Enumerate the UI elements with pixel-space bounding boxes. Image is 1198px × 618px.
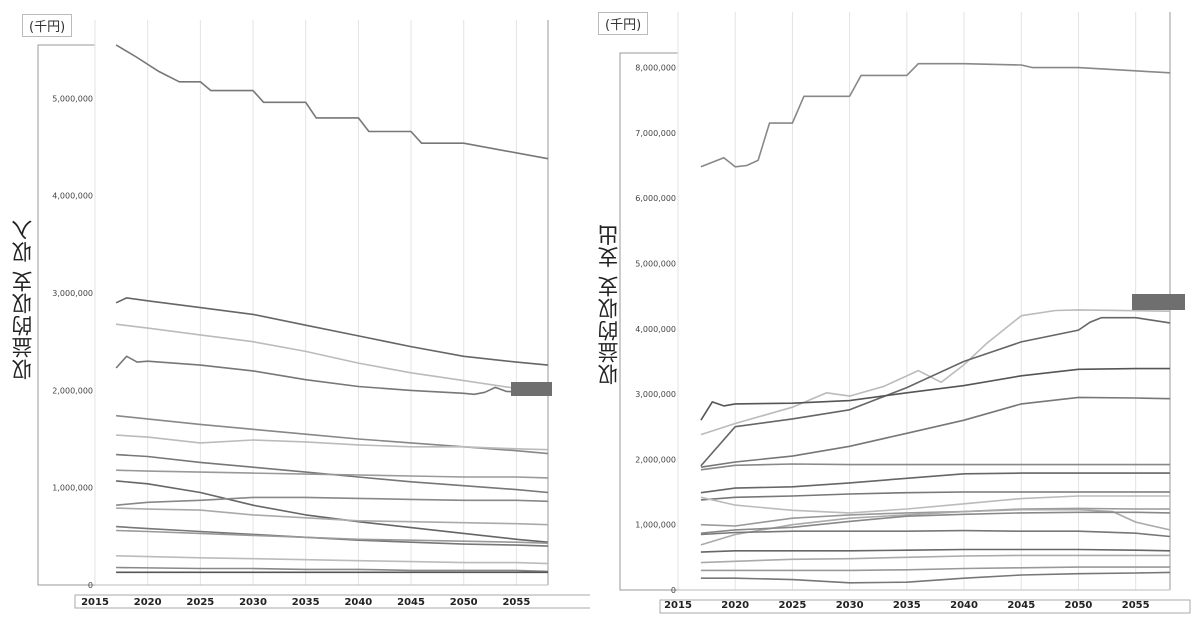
series-line	[700, 548, 1171, 553]
right-line-chart: 0 1,000,000 2,000,000 3,000,000 4,000,000 5,0…	[619, 12, 1191, 614]
series-line	[116, 566, 549, 573]
y-tick-label: 6,000,000	[635, 194, 676, 203]
series-line	[116, 414, 549, 455]
series-line	[700, 507, 1170, 527]
x-tick-label: 2030	[836, 600, 864, 611]
series-line	[700, 62, 1171, 168]
series-line	[700, 495, 1170, 514]
series-line	[115, 44, 549, 160]
y-tick-label: 3,000,000	[635, 390, 676, 399]
series-line	[116, 323, 549, 394]
x-tick-label: 2020	[134, 597, 162, 608]
y-tick-label: 1,000,000	[52, 484, 93, 493]
y-tick-label: 3,000,000	[52, 289, 93, 298]
series-line	[700, 491, 1170, 501]
y-tick-label: 2,000,000	[52, 386, 93, 395]
x-tick-label: 2040	[344, 597, 372, 608]
y-axis-frame	[37, 44, 96, 586]
series-line	[116, 453, 549, 494]
y-axis-title: 収益的収支 収入	[11, 218, 35, 380]
unit-label: (千円)	[22, 14, 73, 37]
x-tick-label: 2035	[292, 597, 320, 608]
x-tick-label: 2050	[1065, 600, 1093, 611]
left-line-chart: 0 1,000,000 2,000,000 3,000,000 4,000,000 5,0…	[37, 20, 639, 609]
unit-label: (千円)	[598, 12, 649, 35]
x-axis-label-bar	[659, 599, 1191, 614]
series-line	[116, 480, 549, 543]
y-tick-label: 4,000,000	[635, 325, 676, 334]
series-line	[700, 571, 1171, 584]
series-line	[700, 529, 1171, 538]
series-line	[700, 463, 1170, 471]
series-line	[700, 511, 1171, 534]
series-line	[115, 297, 549, 366]
y-axis-title: 収益的収支 支出	[597, 223, 621, 385]
y-tick-label: 0	[671, 586, 676, 595]
left-chart-panel: (千円) 収益的収支 収入 0 1,000,000 2,000,000 3,000,0…	[0, 0, 639, 614]
x-tick-label: 2025	[186, 597, 214, 608]
y-tick-label: 1,000,000	[635, 521, 676, 530]
x-tick-label: 2025	[778, 600, 806, 611]
series-line	[700, 309, 1171, 436]
series-line	[116, 507, 549, 526]
x-tick-label: 2035	[893, 600, 921, 611]
series-line	[116, 529, 549, 544]
series-line	[116, 469, 549, 479]
x-tick-label: 2045	[397, 597, 425, 608]
series-line	[700, 472, 1170, 494]
series-line	[115, 355, 549, 396]
series-line	[700, 554, 1170, 564]
x-tick-label: 2015	[664, 600, 692, 611]
series-line	[700, 396, 1171, 468]
series-line	[700, 566, 1170, 572]
series-line	[116, 496, 549, 506]
x-tick-label: 2030	[239, 597, 267, 608]
y-tick-label: 4,000,000	[52, 192, 93, 201]
x-tick-label: 2055	[502, 597, 530, 608]
x-tick-label: 2040	[950, 600, 978, 611]
highlight-marker	[511, 382, 552, 396]
y-tick-label: 0	[88, 581, 93, 590]
y-tick-label: 5,000,000	[52, 94, 93, 103]
y-tick-label: 5,000,000	[635, 259, 676, 268]
y-tick-label: 7,000,000	[635, 129, 676, 138]
y-tick-label: 8,000,000	[635, 64, 676, 73]
highlight-marker	[1132, 294, 1185, 310]
series-line	[700, 316, 1171, 467]
series-line	[116, 434, 549, 451]
series-line	[116, 555, 549, 565]
y-tick-label: 2,000,000	[635, 455, 676, 464]
x-tick-label: 2055	[1122, 600, 1150, 611]
series-line	[700, 367, 1170, 421]
x-tick-label: 2020	[721, 600, 749, 611]
x-tick-label: 2015	[81, 597, 109, 608]
x-tick-label: 2050	[450, 597, 478, 608]
right-chart-panel: (千円) 収益的収支 支出 0 1,000,000 2,000,000 3,000,0…	[590, 0, 1198, 614]
x-tick-label: 2045	[1007, 600, 1035, 611]
